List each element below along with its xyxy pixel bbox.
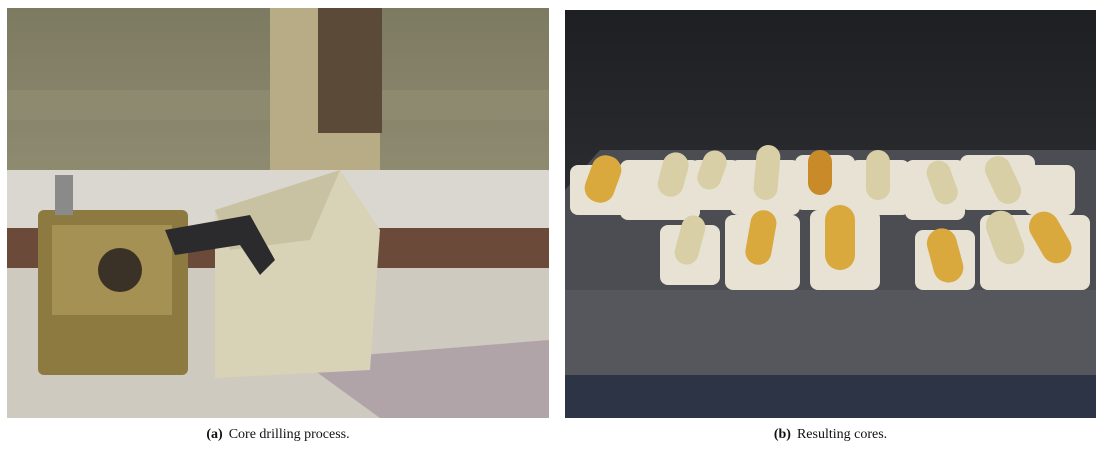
caption-b: (b) Resulting cores. bbox=[565, 427, 1096, 443]
photo-a bbox=[7, 8, 549, 418]
figure-photos bbox=[0, 0, 1096, 420]
caption-label: (a) bbox=[206, 427, 222, 442]
photo-b bbox=[565, 10, 1096, 418]
caption-text: Core drilling process. bbox=[229, 427, 350, 442]
caption-text: Resulting cores. bbox=[797, 427, 887, 442]
caption-a: (a) Core drilling process. bbox=[7, 427, 549, 443]
caption-label: (b) bbox=[774, 427, 791, 442]
page: (a) Core drilling process. (b) Resulting c… bbox=[0, 0, 1096, 450]
